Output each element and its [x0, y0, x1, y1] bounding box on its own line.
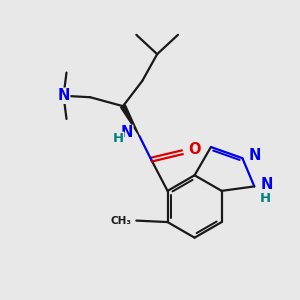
Text: O: O: [188, 142, 200, 158]
Text: H: H: [113, 132, 124, 146]
Text: N: N: [249, 148, 261, 163]
Text: N: N: [260, 177, 273, 192]
Polygon shape: [121, 105, 139, 136]
Text: CH₃: CH₃: [111, 216, 132, 226]
Text: N: N: [57, 88, 70, 103]
Text: N: N: [120, 125, 133, 140]
Text: H: H: [260, 192, 272, 205]
